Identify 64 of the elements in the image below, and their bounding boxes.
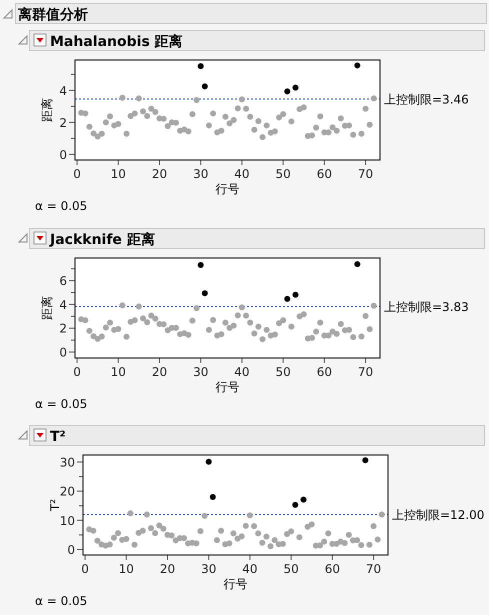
ref-line-label: 上控制限=3.46 — [384, 92, 469, 107]
text: α = 0.05 — [35, 397, 88, 411]
x-axis-title: 行号 — [224, 577, 248, 591]
x-tick-label: 60 — [324, 562, 340, 576]
point — [362, 457, 368, 464]
y-tick-label: 0 — [59, 346, 67, 360]
x-tick-label: 10 — [110, 365, 126, 379]
point — [210, 494, 216, 500]
x-axis-title: 行号 — [216, 182, 240, 196]
chart-title: T² — [50, 429, 66, 445]
x-axis-title: 行号 — [216, 380, 240, 394]
y-tick-label: 2 — [59, 116, 67, 130]
text: α = 0.05 — [35, 199, 88, 213]
y-tick-label: 6 — [59, 274, 67, 288]
chart-title: Jackknife 距离 — [49, 231, 155, 248]
y-tick-label: 0 — [67, 542, 75, 557]
x-tick-label: 70 — [358, 365, 374, 379]
text: α = 0.05 — [35, 594, 88, 608]
chart-title: 离群值分析 — [17, 6, 88, 23]
point — [202, 83, 208, 90]
x-tick-label: 20 — [152, 365, 168, 379]
point — [198, 262, 204, 268]
x-tick-label: 20 — [160, 562, 176, 576]
point — [354, 261, 360, 268]
y-axis-title: 距离 — [40, 296, 54, 320]
x-tick-label: 70 — [366, 562, 382, 576]
y-tick-label: 30 — [60, 455, 75, 470]
ref-line-label: 上控制限=3.83 — [384, 300, 469, 314]
y-tick-label: 10 — [60, 514, 75, 528]
point — [206, 458, 212, 465]
point — [284, 88, 290, 94]
chart-subtitle: Mahalanobis 距离 — [50, 33, 183, 50]
point — [292, 84, 299, 91]
x-tick-label: 40 — [234, 167, 250, 181]
x-tick-label: 50 — [276, 167, 291, 181]
x-tick-label: 60 — [316, 365, 332, 379]
point — [354, 62, 360, 68]
y-axis-title: 距离 — [40, 98, 54, 122]
point — [292, 292, 299, 298]
x-tick-label: 20 — [152, 167, 168, 181]
y-tick-label: 20 — [60, 484, 75, 499]
x-tick-label: 70 — [358, 167, 374, 181]
x-tick-label: 50 — [284, 562, 299, 576]
x-tick-label: 50 — [276, 365, 291, 379]
x-tick-label: 30 — [193, 167, 208, 181]
y-tick-label: 4 — [59, 84, 67, 98]
x-tick-label: 30 — [201, 562, 216, 576]
x-tick-label: 10 — [118, 562, 134, 576]
x-tick-label: 0 — [81, 562, 89, 576]
x-tick-label: 40 — [242, 562, 258, 576]
x-tick-label: 40 — [234, 365, 250, 379]
point — [300, 496, 307, 503]
x-tick-label: 60 — [316, 167, 332, 181]
y-tick-label: 4 — [59, 298, 67, 312]
point — [292, 502, 298, 508]
y-axis-title: T² — [48, 498, 62, 512]
x-tick-label: 10 — [110, 167, 126, 181]
point — [202, 290, 208, 296]
x-tick-label: 30 — [193, 365, 208, 379]
y-tick-label: 2 — [59, 322, 67, 336]
point — [198, 63, 204, 70]
ref-line-label: 上控制限=12.00 — [392, 508, 484, 522]
y-tick-label: 0 — [59, 148, 67, 162]
point — [284, 296, 290, 302]
